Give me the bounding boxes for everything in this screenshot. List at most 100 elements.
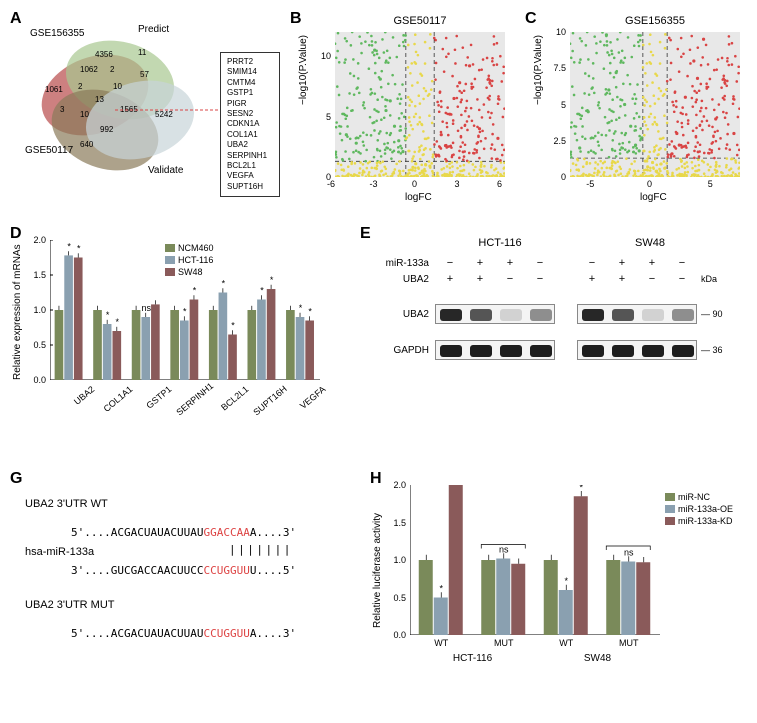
legend-swatch	[165, 244, 175, 252]
venn-set-label: Validate	[148, 165, 183, 176]
venn-value: 640	[80, 140, 93, 149]
svg-text:ns: ns	[624, 548, 634, 558]
svg-text:*: *	[260, 286, 264, 296]
seq-part: 3'....GUCGACCAACUUCC	[71, 564, 203, 577]
venn-set-label: GSE156355	[30, 28, 85, 39]
gene-item: CMTM4	[227, 78, 273, 88]
venn-value: 13	[95, 95, 104, 104]
venn-value: 11	[138, 48, 146, 57]
bar-h-ylabel: Relative luciferase activity	[372, 478, 383, 628]
svg-text:*: *	[77, 244, 81, 254]
svg-text:*: *	[270, 275, 274, 285]
gene-item: PRRT2	[227, 57, 273, 67]
svg-text:*: *	[564, 576, 568, 586]
legend-swatch	[165, 268, 175, 276]
legend-item: HCT-116	[165, 255, 214, 265]
bar-d-ylabel: Relative expression of mRNAs	[12, 240, 23, 380]
gene-item: SERPINH1	[227, 151, 273, 161]
venn-value: 57	[140, 70, 149, 79]
seq-block: UBA2 3'UTR WT 5'....ACGACUAUACUUAUGGACCA…	[25, 498, 296, 640]
blot-cell-headers: HCT-116 SW48	[435, 237, 715, 249]
seq-seed: CCUGGUU	[203, 564, 249, 577]
venn-value: 3	[60, 105, 64, 114]
gene-item: VEGFA	[227, 171, 273, 181]
volcano-plot-c: -50502.557.510	[570, 32, 740, 177]
blot-cell-label: HCT-116	[435, 237, 565, 249]
legend-item: NCM460	[165, 243, 214, 253]
panel-c-label: C	[525, 10, 537, 28]
venn-value: 2	[78, 82, 82, 91]
utr-mut-label: UBA2 3'UTR MUT	[25, 599, 296, 611]
gene-item: SMIM14	[227, 67, 273, 77]
venn-value: 2	[110, 65, 114, 74]
legend-text: miR-133a-OE	[678, 504, 733, 514]
gene-item: SUPT16H	[227, 182, 273, 192]
svg-text:*: *	[579, 485, 583, 492]
svg-text:*: *	[116, 317, 120, 327]
gene-item: BCL2L1	[227, 161, 273, 171]
legend-swatch	[665, 505, 675, 513]
panel-e-label: E	[360, 225, 371, 243]
seq-part: 5'....ACGACUAUACUUAU	[71, 627, 203, 640]
seq-seed: CCUGGUU	[203, 627, 249, 640]
panel-b: B GSE50117 -6-30360510 −log10(P.Value) l…	[290, 10, 515, 210]
svg-text:ns: ns	[499, 545, 509, 555]
gene-item: CDKN1A	[227, 119, 273, 129]
venn-set-label: Predict	[138, 24, 169, 35]
svg-text:*: *	[183, 307, 187, 317]
gene-item: GSTP1	[227, 88, 273, 98]
panel-e: E HCT-116 SW48 miR-133a−++−−++−UBA2++−−+…	[360, 225, 740, 405]
svg-text:*: *	[308, 307, 312, 317]
seq-part: U....5'	[250, 564, 296, 577]
volcano-c-title: GSE156355	[585, 15, 725, 27]
bar-chart-h: 0.00.51.01.52.0WTMUTWTMUTHCT-116SW48**ns…	[410, 485, 660, 635]
panel-g-label: G	[10, 470, 22, 488]
venn-value: 10	[113, 82, 122, 91]
seq-part: 5'....ACGACUAUACUUAU	[71, 526, 203, 539]
legend-item: SW48	[165, 267, 214, 277]
venn-value: 10	[80, 110, 89, 119]
venn-value: 1061	[45, 85, 63, 94]
venn-value: 1062	[80, 65, 98, 74]
mir-seq: 3'....GUCGACCAACUUCCCCUGGUUU....5'	[71, 564, 296, 577]
volcano-b-xlabel: logFC	[405, 192, 432, 203]
volcano-b-title: GSE50117	[350, 15, 490, 27]
legend-swatch	[665, 517, 675, 525]
gene-item: COL1A1	[227, 130, 273, 140]
svg-text:*: *	[299, 303, 303, 313]
seq-seed: GGACCAA	[203, 526, 249, 539]
svg-text:*: *	[439, 584, 443, 594]
gene-list-box: PRRT2 SMIM14 CMTM4 GSTP1 PIGR SESN2 CDKN…	[220, 52, 280, 197]
gene-item: UBA2	[227, 140, 273, 150]
svg-text:*: *	[222, 279, 226, 289]
legend-item: miR-NC	[665, 492, 733, 502]
legend-swatch	[665, 493, 675, 501]
panel-h: H 0.00.51.01.52.0WTMUTWTMUTHCT-116SW48**…	[370, 470, 750, 700]
legend-text: miR-NC	[678, 492, 710, 502]
panel-c: C GSE156355 -50502.557.510 −log10(P.Valu…	[525, 10, 750, 210]
blot-bands: UBA2— 90GAPDH— 36	[375, 300, 740, 372]
volcano-c-ylabel: −log10(P.Value)	[533, 35, 544, 105]
utr-wt-label: UBA2 3'UTR WT	[25, 498, 296, 510]
panel-a-label: A	[10, 10, 22, 28]
svg-text:*: *	[193, 286, 197, 296]
legend-swatch	[165, 256, 175, 264]
panel-b-label: B	[290, 10, 302, 28]
legend-text: HCT-116	[178, 255, 213, 265]
seq-pairing-bars: |||||||	[229, 543, 296, 556]
panel-d: D 0.00.51.01.52.0UBA2COL1A1GSTP1SERPINH1…	[10, 225, 340, 435]
svg-text:*: *	[231, 321, 235, 331]
legend-text: NCM460	[178, 243, 214, 253]
volcano-b-ylabel: −log10(P.Value)	[298, 35, 309, 105]
blot-conditions: miR-133a−++−−++−UBA2++−−++−−kDa	[375, 255, 740, 287]
panel-g: G UBA2 3'UTR WT 5'....ACGACUAUACUUAUGGAC…	[10, 470, 350, 700]
svg-text:*: *	[67, 241, 71, 251]
legend-item: miR-133a-OE	[665, 504, 733, 514]
venn-connector-line	[115, 105, 225, 115]
gene-item: PIGR	[227, 99, 273, 109]
volcano-plot-b: -6-30360510	[335, 32, 505, 177]
seq-part: A....3'	[250, 627, 296, 640]
volcano-c-xlabel: logFC	[640, 192, 667, 203]
svg-text:*: *	[106, 310, 110, 320]
venn-set-label: GSE50117	[25, 145, 73, 156]
